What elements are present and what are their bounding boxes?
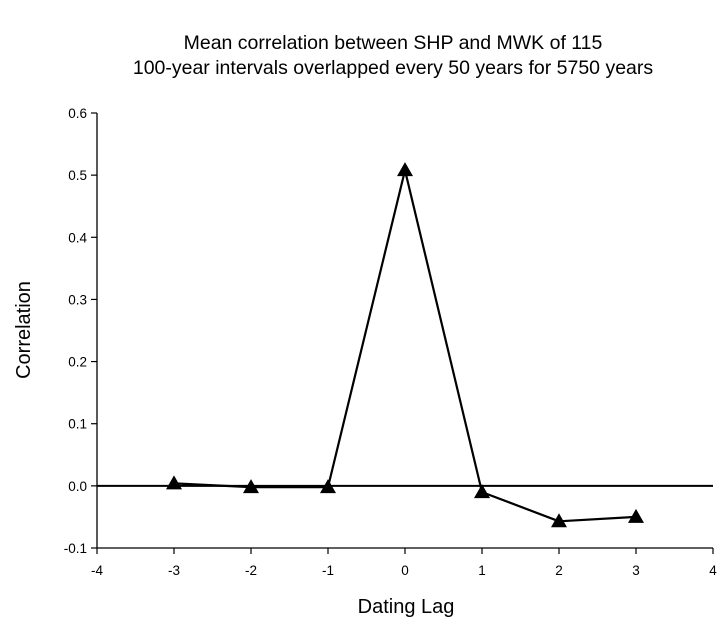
data-point [397, 162, 413, 177]
y-tick-label: 0.2 [68, 355, 87, 370]
x-axis-label: Dating Lag [358, 596, 455, 618]
x-tick-label: 1 [478, 563, 486, 578]
data-point [551, 513, 567, 528]
x-tick-label: -3 [168, 563, 180, 578]
plot-area: -0.1 0.0 0.1 0.2 0.3 0.4 0.5 0.6 -4 -3 -2 -1 0 1 2 3 4 [64, 106, 718, 578]
y-tick-label: 0.4 [68, 230, 87, 245]
series-line [173, 169, 637, 523]
x-tick-label: 4 [709, 563, 717, 578]
y-tick-label: 0.1 [68, 417, 87, 432]
x-tick-label: 3 [632, 563, 640, 578]
data-point [166, 475, 182, 490]
data-point [474, 484, 490, 499]
x-tick-label: -1 [322, 563, 334, 578]
data-point [320, 479, 336, 494]
data-point [628, 508, 644, 523]
y-tick-label: -0.1 [64, 541, 87, 556]
y-tick-label: 0.6 [68, 106, 87, 121]
x-tick-label: -4 [91, 563, 103, 578]
chart-title-line-1: Mean correlation between SHP and MWK of … [184, 32, 603, 54]
x-tick-label: 2 [555, 563, 563, 578]
y-tick-label: 0.3 [68, 292, 87, 307]
y-tick-label: 0.5 [68, 168, 87, 183]
x-tick-label: -2 [245, 563, 257, 578]
chart-title-line-2: 100-year intervals overlapped every 50 y… [133, 57, 654, 79]
data-point [243, 479, 259, 494]
y-axis-label: Correlation [13, 281, 35, 379]
x-tick-label: 0 [401, 563, 409, 578]
y-tick-label: 0.0 [68, 479, 87, 494]
